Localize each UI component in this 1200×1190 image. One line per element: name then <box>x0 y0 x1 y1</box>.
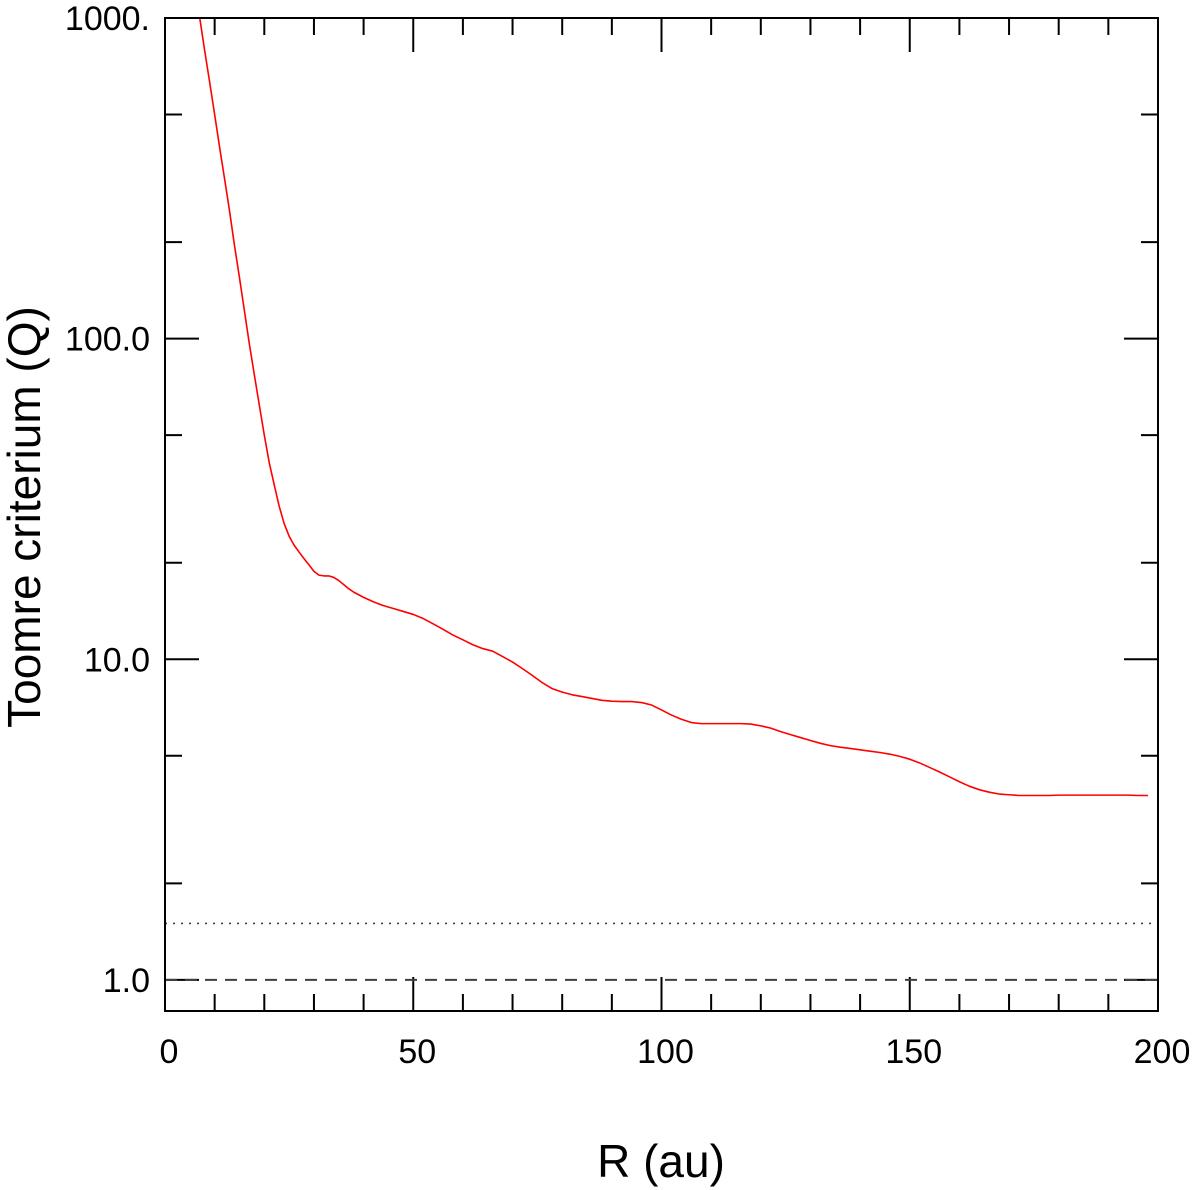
ticks-layer <box>164 17 1159 1011</box>
y-axis-title: Toomre criterium (Q) <box>0 306 50 728</box>
y-tick-label: 1000. <box>65 0 150 38</box>
x-axis-title: R (au) <box>597 1135 725 1187</box>
x-tick-label: 150 <box>885 1033 942 1071</box>
x-tick-label: 50 <box>398 1033 436 1071</box>
x-tick-label: 200 <box>1134 1033 1191 1071</box>
x-tick-label: 100 <box>637 1033 694 1071</box>
series-layer <box>165 17 1158 981</box>
plot-frame <box>164 17 1159 1012</box>
x-tick-label: 0 <box>160 1033 179 1071</box>
y-tick-label: 10.0 <box>84 641 150 679</box>
tick-labels: 0 50 100 150 200 1.0 10.0 100.0 1000. <box>65 0 1190 1071</box>
y-tick-label: 1.0 <box>103 962 150 1000</box>
series-solid-line <box>198 17 1149 797</box>
y-tick-label: 100.0 <box>65 321 150 359</box>
